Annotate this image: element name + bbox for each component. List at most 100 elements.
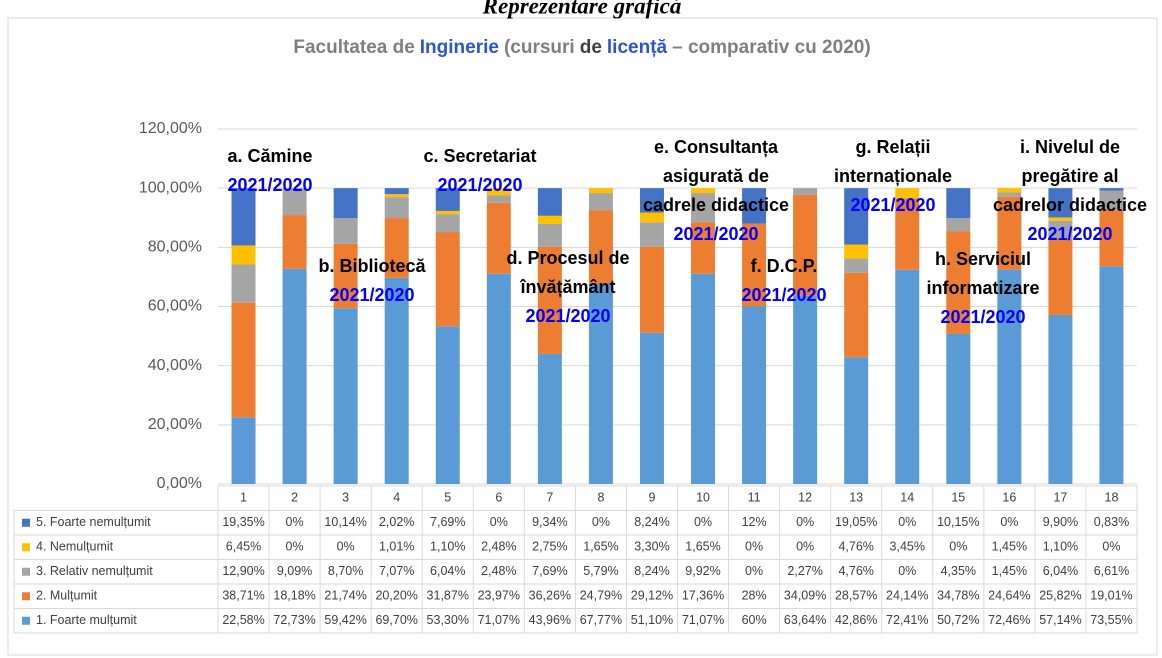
data-label: 2,48% bbox=[481, 540, 516, 554]
legend-marker bbox=[22, 567, 30, 576]
data-label: 12% bbox=[742, 515, 767, 529]
bar-segment bbox=[384, 194, 409, 198]
annotation-year: 2021/2020 bbox=[741, 285, 826, 305]
bar-segment bbox=[435, 214, 460, 233]
annotation-year: 2021/2020 bbox=[1027, 224, 1112, 244]
legend-label: 3. Relativ nemulțumit bbox=[36, 564, 153, 578]
data-label: 3,45% bbox=[890, 540, 925, 554]
data-label: 9,90% bbox=[1043, 515, 1078, 529]
annotation: i. Nivelul de bbox=[1020, 137, 1120, 157]
bar-segment bbox=[231, 264, 256, 303]
bar-segment bbox=[282, 188, 307, 216]
title-part: de bbox=[580, 37, 602, 58]
bar-segment bbox=[231, 245, 256, 265]
bar-segment bbox=[793, 194, 818, 296]
annotation-year: 2021/2020 bbox=[227, 175, 312, 195]
bar-segment bbox=[333, 243, 358, 309]
bar-segment bbox=[639, 246, 664, 333]
data-label: 51,10% bbox=[631, 613, 673, 627]
data-label: 24,79% bbox=[580, 589, 622, 603]
annotation: învățământ bbox=[519, 277, 615, 297]
bar-segment bbox=[639, 222, 664, 247]
bar-segment bbox=[742, 306, 767, 484]
bar-segment bbox=[1048, 188, 1073, 218]
bar-segment bbox=[1099, 188, 1124, 191]
data-label: 57,14% bbox=[1039, 613, 1081, 627]
annotation: e. Consultanța bbox=[654, 137, 779, 157]
data-label: 42,86% bbox=[835, 613, 877, 627]
legend-label: 1. Foarte mulțumit bbox=[36, 613, 137, 627]
x-tick-label: 9 bbox=[648, 491, 655, 505]
data-label: 23,97% bbox=[478, 589, 520, 603]
data-label: 22,58% bbox=[222, 613, 264, 627]
bar-segment bbox=[435, 232, 460, 327]
bar-segment bbox=[997, 188, 1022, 193]
data-label: 0% bbox=[490, 515, 508, 529]
bar-segment bbox=[588, 283, 613, 484]
bar-segment bbox=[1048, 314, 1073, 484]
annotation: f. D.C.P. bbox=[751, 256, 818, 276]
chart-title: Facultatea de Inginerie (cursuri de licență –… bbox=[293, 37, 870, 58]
data-label: 24,14% bbox=[886, 589, 928, 603]
data-label: 31,87% bbox=[427, 589, 469, 603]
annotation-year: 2021/2020 bbox=[673, 224, 758, 244]
bar-segment bbox=[588, 188, 613, 194]
data-label: 2,75% bbox=[532, 540, 567, 554]
annotation-year: 2021/2020 bbox=[329, 285, 414, 305]
data-label: 28,57% bbox=[835, 589, 877, 603]
bar-segment bbox=[895, 188, 920, 199]
bar-segment bbox=[384, 277, 409, 484]
data-label: 0% bbox=[745, 564, 763, 578]
data-label: 63,64% bbox=[784, 613, 826, 627]
annotation-year: 2021/2020 bbox=[850, 195, 935, 215]
data-label: 20,20% bbox=[375, 589, 417, 603]
bar-segment bbox=[588, 210, 613, 284]
y-tick-label: 80,00% bbox=[148, 239, 202, 256]
annotation: cadrele didactice bbox=[643, 195, 789, 215]
x-tick-label: 15 bbox=[951, 491, 965, 505]
legend-label: 4. Nemulțumit bbox=[36, 540, 114, 554]
bar-segment bbox=[639, 212, 664, 223]
annotation-year: 2021/2020 bbox=[437, 175, 522, 195]
bar-segment bbox=[946, 218, 971, 232]
bar-segment bbox=[997, 269, 1022, 484]
bar-segment bbox=[691, 273, 716, 484]
annotation: asigurată de bbox=[663, 166, 769, 186]
data-label: 1,65% bbox=[685, 540, 720, 554]
data-label: 0% bbox=[745, 540, 763, 554]
data-label: 8,24% bbox=[634, 564, 669, 578]
bar-segment bbox=[537, 188, 562, 216]
bar-segment bbox=[537, 223, 562, 247]
bar-segment bbox=[384, 188, 409, 195]
y-tick-label: 120,00% bbox=[139, 120, 202, 137]
x-tick-label: 18 bbox=[1105, 491, 1119, 505]
data-label: 69,70% bbox=[375, 613, 417, 627]
data-label: 72,46% bbox=[988, 613, 1030, 627]
data-label: 34,78% bbox=[937, 589, 979, 603]
annotation: g. Relații bbox=[855, 137, 930, 157]
data-label: 9,92% bbox=[685, 564, 720, 578]
data-label: 19,05% bbox=[835, 515, 877, 529]
data-label: 21,74% bbox=[324, 589, 366, 603]
data-label: 0% bbox=[592, 515, 610, 529]
annotation: d. Procesul de bbox=[506, 248, 629, 268]
bar-segment bbox=[742, 188, 767, 224]
bar-segment bbox=[486, 188, 511, 196]
bar-segment bbox=[844, 188, 869, 245]
bar-segment bbox=[639, 188, 664, 213]
x-tick-label: 14 bbox=[900, 491, 914, 505]
data-label: 10,15% bbox=[937, 515, 979, 529]
x-tick-label: 5 bbox=[444, 491, 451, 505]
annotation: c. Secretariat bbox=[423, 146, 536, 166]
data-label: 19,35% bbox=[222, 515, 264, 529]
x-tick-label: 1 bbox=[240, 491, 247, 505]
data-label: 8,24% bbox=[634, 515, 669, 529]
data-label: 5,79% bbox=[583, 564, 618, 578]
data-label: 0% bbox=[898, 564, 916, 578]
data-label: 1,45% bbox=[992, 540, 1027, 554]
bar-segment bbox=[895, 269, 920, 484]
title-part: Inginerie bbox=[420, 37, 499, 58]
bar-segment bbox=[486, 195, 511, 203]
annotation: informatizare bbox=[926, 278, 1039, 298]
